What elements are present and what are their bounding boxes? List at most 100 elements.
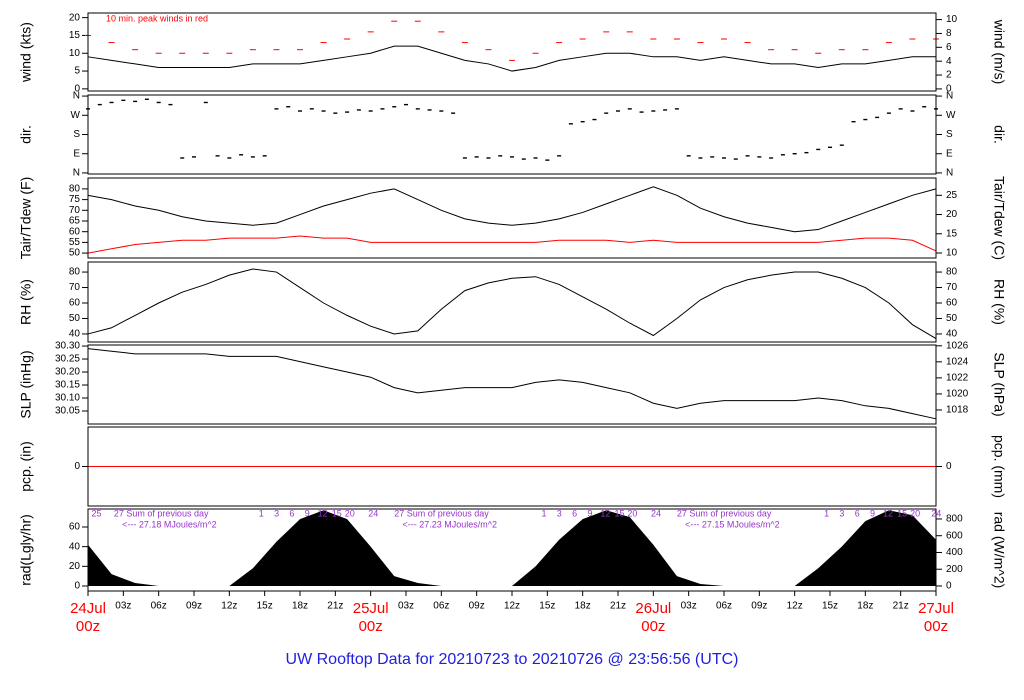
- radiation-label: 3: [839, 508, 844, 518]
- direction-point: [427, 109, 432, 111]
- direction-point: [345, 111, 350, 113]
- y-axis-label: SLP (inHg): [18, 350, 34, 418]
- y-tick-label: 80: [69, 184, 81, 195]
- footer-title: UW Rooftop Data for 20210723 to 20210726…: [286, 651, 739, 668]
- direction-point: [144, 98, 149, 100]
- radiation-label: 20: [345, 508, 355, 518]
- y2-axis-label: pcp. (mm): [991, 435, 1007, 498]
- direction-point: [580, 120, 585, 123]
- direction-point: [474, 156, 479, 158]
- direction-point: [839, 144, 844, 146]
- direction-point: [309, 108, 314, 110]
- direction-point: [109, 101, 114, 104]
- y-axis-label: Tair/Tdew (F): [18, 177, 34, 259]
- y-tick-label: 30.30: [55, 341, 80, 352]
- y2-tick-label: 10: [946, 248, 958, 259]
- day-label: 24Jul: [70, 600, 106, 617]
- y2-tick-label: 10: [946, 14, 958, 25]
- direction-point: [286, 106, 291, 108]
- radiation-label: <--- 27.15 MJoules/m^2: [685, 519, 780, 529]
- radiation-label: 1: [541, 508, 546, 518]
- direction-point: [321, 110, 326, 112]
- y2-tick-label: 800: [946, 514, 963, 525]
- direction-point: [545, 159, 550, 161]
- radiation-label: 24: [931, 508, 941, 518]
- y-tick-label: 60: [69, 522, 81, 533]
- direction-point: [639, 111, 644, 113]
- radiation-label: 24: [651, 508, 661, 518]
- y-axis-label: rad(Lgly/hr): [18, 514, 34, 586]
- direction-point: [451, 112, 456, 114]
- y-tick-label: 0: [74, 461, 80, 472]
- direction-point: [674, 108, 679, 110]
- data-line: [87, 235, 937, 254]
- x-tick-label: 21z: [893, 601, 909, 612]
- x-tick-label: 09z: [186, 601, 202, 612]
- direction-point: [769, 157, 774, 159]
- direction-point: [533, 157, 538, 159]
- direction-point: [792, 153, 797, 155]
- y-tick-label: E: [73, 148, 80, 159]
- data-line: [87, 45, 936, 72]
- y-tick-label: 0: [74, 581, 80, 592]
- y2-tick-label: N: [946, 168, 953, 179]
- x-tick-label: 15z: [539, 601, 555, 612]
- y2-tick-label: 0: [946, 581, 952, 592]
- direction-point: [651, 110, 656, 112]
- x-tick-label: 18z: [857, 601, 873, 612]
- radiation-label: 12: [883, 508, 893, 518]
- y-tick-label: W: [71, 110, 81, 121]
- day-sublabel: 00z: [924, 618, 948, 635]
- y-axis-label: dir.: [18, 125, 34, 144]
- direction-point: [192, 156, 196, 158]
- x-tick-label: 03z: [115, 601, 131, 612]
- y-tick-label: 10: [69, 48, 81, 59]
- data-line: [87, 186, 937, 233]
- y2-tick-label: 6: [946, 42, 952, 53]
- direction-point: [828, 146, 832, 149]
- y-tick-label: 50: [69, 248, 81, 259]
- direction-point: [156, 101, 161, 104]
- direction-point: [616, 110, 620, 112]
- y2-tick-label: 80: [946, 267, 958, 278]
- y2-tick-label: 40: [946, 329, 958, 340]
- direction-point: [851, 120, 856, 123]
- x-tick-label: 15z: [257, 601, 273, 612]
- radiation-label: 25: [92, 508, 102, 518]
- radiation-area: [88, 510, 936, 586]
- direction-point: [250, 156, 255, 158]
- y-tick-label: S: [73, 129, 80, 140]
- y2-tick-label: 20: [946, 209, 958, 220]
- radiation-label: <--- 27.23 MJoules/m^2: [402, 519, 497, 529]
- y-axis-label: pcp. (in): [18, 441, 34, 492]
- y-tick-label: 20: [69, 12, 81, 23]
- panel-frame: [87, 177, 937, 259]
- y-tick-label: N: [73, 91, 80, 102]
- y2-tick-label: 15: [946, 228, 958, 239]
- direction-point: [415, 108, 420, 110]
- y-tick-label: 65: [69, 216, 81, 227]
- x-tick-label: 12z: [787, 601, 803, 612]
- direction-point: [722, 157, 726, 159]
- y-tick-label: 20: [69, 561, 81, 572]
- radiation-label: 24: [368, 508, 378, 518]
- direction-point: [922, 106, 927, 108]
- y-tick-label: 40: [69, 541, 81, 552]
- data-line: [87, 348, 937, 420]
- direction-point: [745, 155, 750, 157]
- x-tick-label: 06z: [716, 601, 732, 612]
- y-tick-label: 5: [74, 66, 80, 77]
- x-tick-label: 03z: [681, 601, 697, 612]
- radiation-label: 20: [627, 508, 637, 518]
- y2-tick-label: E: [946, 148, 953, 159]
- x-tick-label: 18z: [292, 601, 308, 612]
- radiation-label: 9: [870, 508, 875, 518]
- y-tick-label: 30.05: [55, 406, 80, 417]
- panel-frame: [87, 94, 937, 175]
- y-tick-label: N: [73, 168, 80, 179]
- direction-point: [875, 116, 880, 119]
- y-axis-label: wind (kts): [18, 22, 34, 83]
- y-tick-label: 30.10: [55, 393, 80, 404]
- y2-axis-label: wind (m/s): [991, 19, 1007, 85]
- y2-tick-label: 0: [946, 461, 952, 472]
